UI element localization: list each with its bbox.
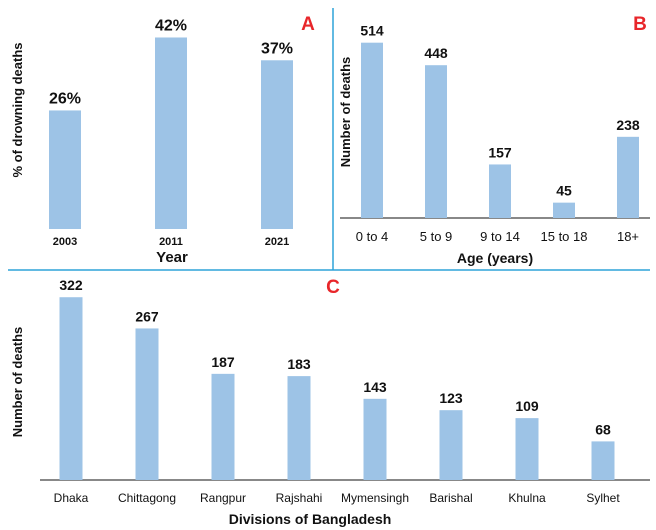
- panel-c-bar-5: [439, 410, 463, 480]
- panel-b-x-axis-label: Age (years): [457, 250, 533, 266]
- panel-c: C Number of deaths Divisions of Banglade…: [10, 277, 650, 527]
- panel-c-tick-label-7: Sylhet: [586, 491, 620, 505]
- panel-b-value-label-3: 45: [556, 183, 572, 199]
- panel-a-bars: 26% 2003 42% 2011 37% 2021: [49, 17, 293, 248]
- panel-b-bars: 514 0 to 4 448 5 to 9 157 9 to 14 45 15 to 18 23…: [356, 23, 640, 244]
- panel-a: A % of drowning deaths Year 26% 2003 42% 20…: [10, 14, 315, 266]
- panel-b-value-label-1: 448: [424, 45, 448, 61]
- panel-a-tick-label-0: 2003: [53, 236, 77, 248]
- panel-c-bars: 322 Dhaka 267 Chittagong 187 Rangpur 183 Rajsha…: [54, 277, 621, 505]
- panel-b-bar-2: [489, 164, 511, 218]
- panel-a-value-label-0: 26%: [49, 90, 81, 107]
- panel-b-tick-label-3: 15 to 18: [541, 229, 588, 244]
- panel-c-tick-label-0: Dhaka: [54, 491, 89, 505]
- panel-c-bar-6: [515, 418, 539, 480]
- panel-b-bar-4: [617, 136, 639, 218]
- panel-a-x-axis-label: Year: [156, 249, 188, 266]
- panel-a-bar-0: [49, 110, 81, 229]
- panel-b-tick-label-2: 9 to 14: [480, 229, 520, 244]
- panel-c-bar-7: [591, 441, 615, 480]
- panel-c-bar-4: [363, 398, 387, 480]
- panel-b-bar-1: [425, 65, 447, 218]
- panel-b-tick-label-0: 0 to 4: [356, 229, 389, 244]
- panel-c-tick-label-6: Khulna: [508, 491, 546, 505]
- panel-c-bar-0: [59, 297, 83, 480]
- panel-c-y-axis-label: Number of deaths: [10, 327, 25, 438]
- panel-a-value-label-1: 42%: [155, 17, 187, 34]
- panel-b-value-label-4: 238: [616, 117, 640, 133]
- panel-b-letter: B: [633, 14, 647, 35]
- panel-c-value-label-4: 143: [363, 379, 387, 395]
- panel-b-value-label-2: 157: [488, 144, 512, 160]
- panel-a-tick-label-2: 2021: [265, 236, 289, 248]
- panel-c-value-label-5: 123: [439, 390, 463, 406]
- panel-a-tick-label-1: 2011: [159, 236, 183, 248]
- panel-b-tick-label-4: 18+: [617, 229, 639, 244]
- panel-c-tick-label-2: Rangpur: [200, 491, 246, 505]
- panel-c-bar-1: [135, 328, 159, 480]
- panel-c-value-label-0: 322: [59, 277, 83, 293]
- panel-c-bar-3: [287, 376, 311, 480]
- panel-c-value-label-3: 183: [287, 356, 311, 372]
- panel-c-letter: C: [326, 277, 340, 298]
- panel-c-tick-label-3: Rajshahi: [276, 491, 323, 505]
- panel-c-value-label-6: 109: [515, 398, 539, 414]
- panel-c-tick-label-4: Mymensingh: [341, 491, 409, 505]
- panel-c-value-label-2: 187: [211, 354, 235, 370]
- panel-c-tick-label-5: Barishal: [429, 491, 472, 505]
- panel-a-y-axis-label: % of drowning deaths: [10, 42, 25, 177]
- panel-c-value-label-1: 267: [135, 308, 159, 324]
- panel-a-bar-1: [155, 37, 187, 230]
- panel-c-value-label-7: 68: [595, 421, 611, 437]
- panel-b-tick-label-1: 5 to 9: [420, 229, 453, 244]
- panel-c-x-axis-label: Divisions of Bangladesh: [229, 511, 392, 527]
- panel-b-y-axis-label: Number of deaths: [338, 57, 353, 168]
- panel-b-bar-3: [553, 202, 575, 218]
- panel-b: B Number of deaths Age (years) 514 0 to 4…: [338, 14, 650, 266]
- panel-b-bar-0: [361, 42, 383, 218]
- panel-a-value-label-2: 37%: [261, 40, 293, 57]
- panel-c-tick-label-1: Chittagong: [118, 491, 176, 505]
- panel-c-bar-2: [211, 373, 235, 480]
- panel-a-letter: A: [301, 14, 315, 35]
- panel-b-value-label-0: 514: [360, 23, 384, 39]
- panel-a-bar-2: [261, 60, 293, 229]
